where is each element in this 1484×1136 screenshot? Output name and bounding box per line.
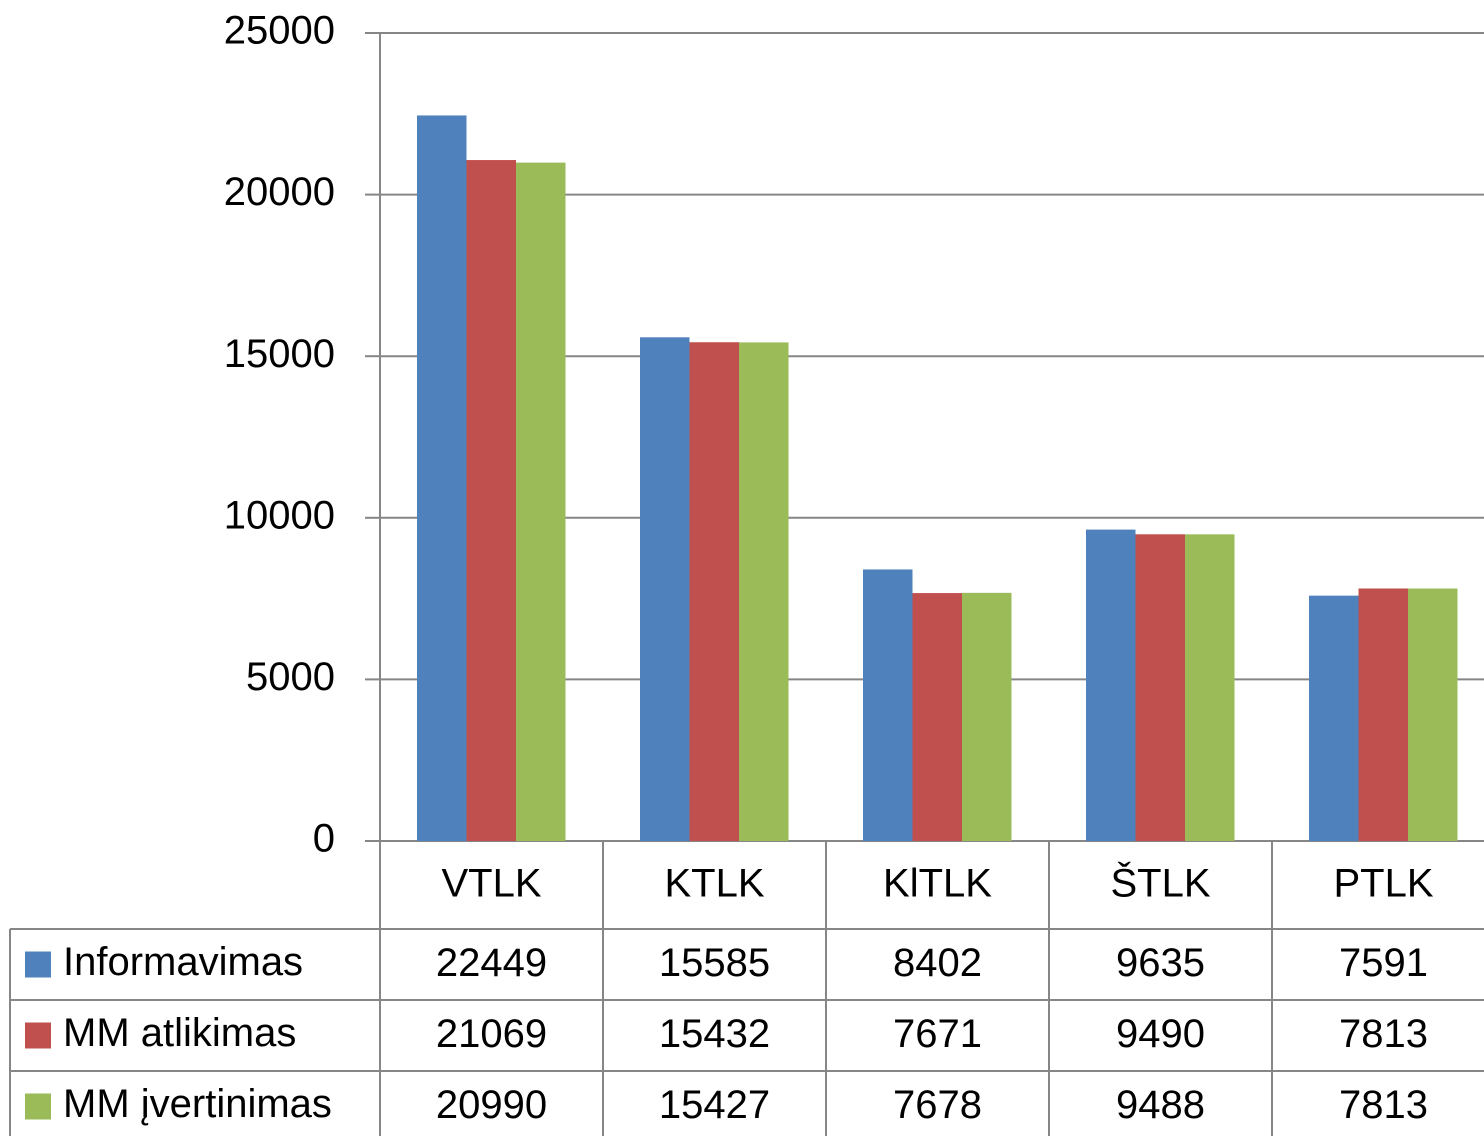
legend-swatch xyxy=(25,1093,51,1120)
bar xyxy=(689,342,739,841)
bar xyxy=(1309,595,1359,841)
x-tick-label: VTLK xyxy=(441,862,541,906)
bar xyxy=(417,115,467,842)
table-cell: 7813 xyxy=(1339,1083,1428,1127)
bar xyxy=(863,569,913,841)
table-cell: 7671 xyxy=(893,1012,982,1056)
table-cell: 9490 xyxy=(1116,1012,1205,1056)
x-tick-label: KlTLK xyxy=(883,862,992,906)
bar xyxy=(466,160,516,841)
table-cell: 21069 xyxy=(436,1012,547,1056)
x-tick-label: KTLK xyxy=(664,862,764,906)
table-cell: 15585 xyxy=(659,941,770,985)
y-tick-label: 25000 xyxy=(224,9,335,53)
bar xyxy=(640,337,690,841)
table-cell: 9635 xyxy=(1116,941,1205,985)
y-tick-label: 0 xyxy=(313,817,335,861)
y-tick-label: 5000 xyxy=(246,655,335,699)
legend-label: MM įvertinimas xyxy=(63,1082,332,1126)
legend-label: MM atlikimas xyxy=(63,1011,296,1055)
y-tick-label: 15000 xyxy=(224,332,335,376)
bar xyxy=(912,593,962,841)
table-cell: 8402 xyxy=(893,941,982,985)
bar xyxy=(962,592,1012,841)
bar xyxy=(1185,534,1235,841)
bar xyxy=(516,162,566,841)
table-cell: 7813 xyxy=(1339,1012,1428,1056)
table-cell: 20990 xyxy=(436,1083,547,1127)
bar xyxy=(739,342,789,841)
bar xyxy=(1358,588,1408,841)
bar xyxy=(1408,588,1458,841)
table-cell: 7591 xyxy=(1339,941,1428,985)
legend-label: Informavimas xyxy=(63,940,303,984)
bar xyxy=(1086,529,1136,841)
x-tick-label: PTLK xyxy=(1333,862,1433,906)
legend-swatch xyxy=(25,951,51,978)
bar xyxy=(1135,534,1185,841)
table-cell: 15432 xyxy=(659,1012,770,1056)
x-tick-label: ŠTLK xyxy=(1110,861,1210,906)
table-cell: 9488 xyxy=(1116,1083,1205,1127)
y-tick-label: 10000 xyxy=(224,493,335,537)
table-cell: 7678 xyxy=(893,1083,982,1127)
legend-swatch xyxy=(25,1022,51,1049)
table-cell: 15427 xyxy=(659,1083,770,1127)
y-tick-label: 20000 xyxy=(224,170,335,214)
table-cell: 22449 xyxy=(436,941,547,985)
